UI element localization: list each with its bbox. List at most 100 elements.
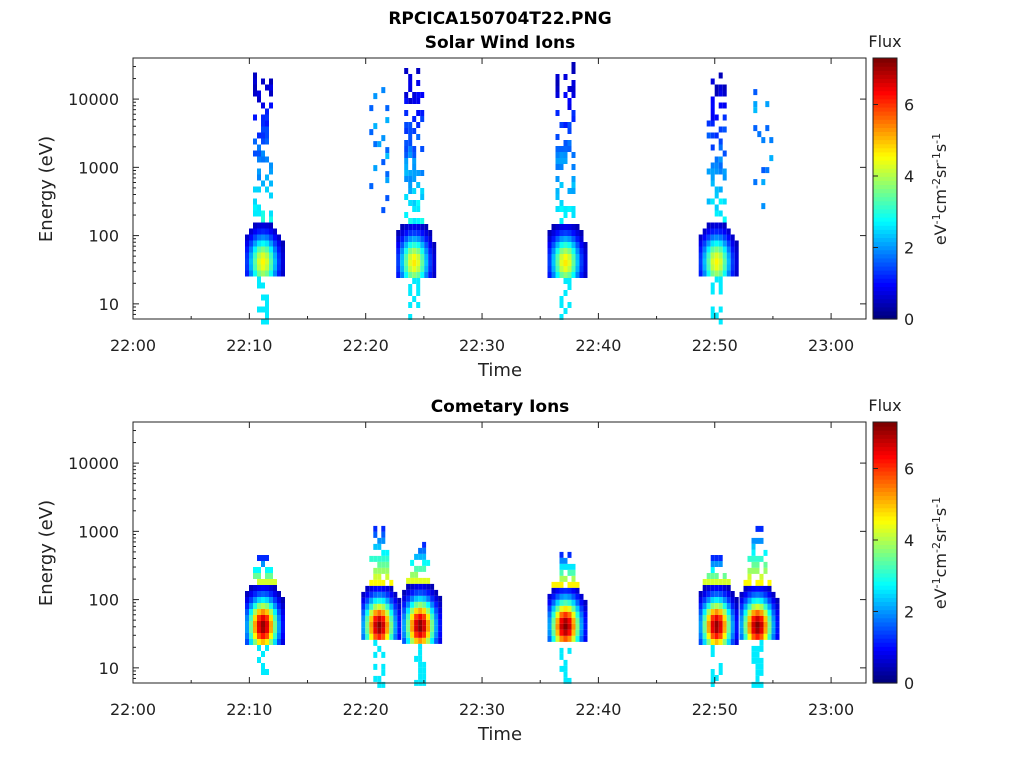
heatmap-cell <box>771 609 776 616</box>
heatmap-cell <box>422 637 427 644</box>
heatmap-cell <box>434 607 439 614</box>
heatmap-cell <box>726 579 731 585</box>
colorbar-segment <box>873 229 897 234</box>
heatmap-cell <box>567 635 572 642</box>
colorbar-segment <box>873 302 897 308</box>
heatmap-cell <box>710 585 715 591</box>
heatmap-cell <box>583 629 588 636</box>
heatmap-cell <box>277 240 281 247</box>
heatmap-cell <box>567 581 572 588</box>
heatmap-cell <box>767 597 772 604</box>
heatmap-cell <box>571 569 576 576</box>
heatmap-cell <box>412 158 417 164</box>
heatmap-cell <box>408 266 413 272</box>
heatmap-cell <box>571 254 576 260</box>
heatmap-cell <box>702 585 707 591</box>
heatmap-cell <box>759 609 764 616</box>
heatmap-cell <box>253 228 257 235</box>
heatmap-cell <box>377 567 382 574</box>
heatmap-cell <box>718 198 723 205</box>
colorbar-segment <box>873 556 897 562</box>
heatmap-cell <box>555 158 560 164</box>
heatmap-cell <box>571 62 576 68</box>
heatmap-cell <box>730 264 735 271</box>
heatmap-cell <box>400 242 405 248</box>
y-tick-label: 10 <box>99 659 119 678</box>
heatmap-cell <box>249 585 253 591</box>
heatmap-cell <box>408 200 413 206</box>
heatmap-cell <box>438 631 443 638</box>
heatmap-cell <box>414 655 419 662</box>
heatmap-cell <box>753 89 758 96</box>
heatmap-cell <box>393 621 398 628</box>
heatmap-cell <box>418 589 423 596</box>
colorbar-segment <box>873 532 897 537</box>
heatmap-cell <box>269 252 273 259</box>
heatmap-cell <box>722 609 727 615</box>
heatmap-cell <box>265 156 269 163</box>
heatmap-cell <box>575 272 580 278</box>
heatmap-cell <box>257 258 261 265</box>
heatmap-cell <box>422 625 427 632</box>
colorbar-segment <box>873 581 897 586</box>
heatmap-cell <box>408 170 413 176</box>
heatmap-cell <box>718 597 723 603</box>
heatmap-cell <box>414 553 419 560</box>
x-tick-label: 22:10 <box>226 336 272 355</box>
heatmap-cell <box>253 591 257 597</box>
heatmap-cell <box>416 134 421 140</box>
heatmap-cell <box>265 639 269 645</box>
heatmap-cell <box>257 591 261 597</box>
heatmap-cell <box>555 236 560 242</box>
heatmap-cell <box>385 573 390 580</box>
heatmap-cell <box>714 609 719 615</box>
heatmap-cell <box>265 567 269 573</box>
heatmap-cell <box>706 609 711 615</box>
heatmap-cell <box>422 661 427 668</box>
heatmap-cell <box>714 192 719 199</box>
heatmap-cell <box>277 597 281 603</box>
heatmap-cell <box>265 609 269 615</box>
heatmap-cell <box>751 585 756 592</box>
heatmap-layer <box>245 525 780 688</box>
heatmap-cell <box>739 627 744 634</box>
colorbar-segment <box>873 479 897 484</box>
heatmap-cell <box>718 222 723 229</box>
heatmap-cell <box>555 74 560 80</box>
heatmap-cell <box>408 290 413 296</box>
heatmap-cell <box>430 619 435 626</box>
colorbar-segment <box>873 638 897 643</box>
heatmap-cell <box>583 635 588 642</box>
heatmap-cell <box>702 597 707 603</box>
heatmap-cell <box>747 591 752 598</box>
heatmap-cell <box>765 167 770 174</box>
heatmap-cell <box>418 613 423 620</box>
heatmap-cell <box>755 621 760 628</box>
heatmap-cell <box>406 607 411 614</box>
heatmap-cell <box>253 222 257 229</box>
heatmap-cell <box>277 603 281 609</box>
heatmap-cell <box>734 270 739 277</box>
heatmap-cell <box>559 146 564 152</box>
heatmap-cell <box>373 141 378 148</box>
colorbar-segment <box>873 306 897 312</box>
heatmap-cell <box>257 645 261 651</box>
heatmap-cell <box>261 252 265 259</box>
heatmap-cell <box>698 591 703 597</box>
heatmap-cell <box>269 162 273 169</box>
heatmap-cell <box>567 266 572 272</box>
heatmap-cell <box>253 186 257 193</box>
heatmap-cell <box>257 96 261 103</box>
heatmap-cell <box>410 619 415 626</box>
heatmap-cell <box>730 621 735 627</box>
heatmap-cell <box>714 90 719 97</box>
colorbar-segment <box>873 168 897 173</box>
heatmap-cell <box>269 567 273 573</box>
heatmap-cell <box>377 621 382 628</box>
colorbar-segment <box>873 212 897 218</box>
heatmap-cell <box>579 617 584 624</box>
colorbar-segment <box>873 564 897 570</box>
heatmap-cell <box>714 621 719 627</box>
heatmap-cell <box>755 561 760 568</box>
